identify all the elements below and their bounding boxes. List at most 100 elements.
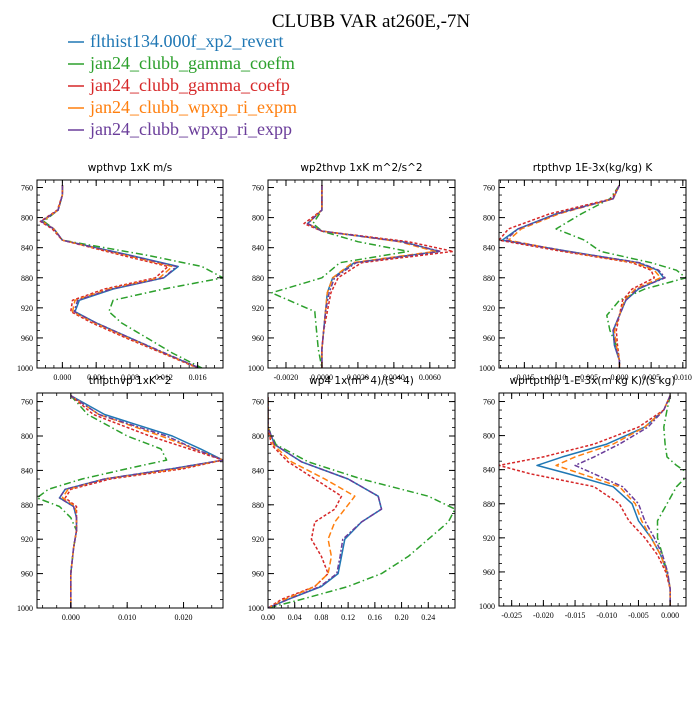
- series-line-0-0: [40, 185, 200, 368]
- legend-entry-0: flthist134.000f_xp2_revert: [90, 31, 283, 51]
- y-tick-label: 1000: [248, 604, 264, 613]
- x-tick-label: 0.000: [661, 611, 679, 620]
- y-tick-label: 840: [252, 466, 264, 475]
- series-line-5-3: [555, 395, 671, 606]
- y-tick-label: 840: [483, 244, 495, 253]
- series-line-2-0: [501, 184, 665, 368]
- x-tick-label: -0.015: [514, 373, 535, 382]
- y-tick-label: 800: [483, 214, 495, 223]
- y-tick-label: 880: [483, 274, 495, 283]
- x-tick-label: -0.0020: [274, 373, 299, 382]
- panel-frame-1: [267, 179, 456, 369]
- series-line-1-2: [303, 185, 454, 368]
- x-tick-label: 0.010: [118, 613, 136, 622]
- x-tick-label: 0.004: [87, 373, 105, 382]
- y-tick-label: 880: [252, 501, 264, 510]
- x-tick-label: 0.020: [175, 613, 193, 622]
- series-group-1: [270, 185, 454, 368]
- y-tick-label: 920: [483, 534, 495, 543]
- legend: flthist134.000f_xp2_revertjan24_clubb_ga…: [68, 31, 297, 139]
- x-tick-label: -0.025: [501, 611, 522, 620]
- y-tick-label: 760: [252, 184, 264, 193]
- x-tick-label: 0.12: [341, 613, 355, 622]
- panel-frame-0: [36, 179, 224, 369]
- y-tick-label: 1000: [479, 364, 495, 373]
- series-line-3-4: [58, 394, 223, 608]
- series-line-0-2: [39, 185, 198, 368]
- panel-2: rtpthvp 1E-3x(kg/kg) K -0.015 -0.010 -0.005…: [479, 162, 692, 382]
- x-tick-label: 0.012: [155, 373, 173, 382]
- series-group-3: [37, 394, 223, 608]
- panel-title-2: rtpthvp 1E-3x(kg/kg) K: [533, 162, 654, 174]
- x-tick-label: 0.010: [674, 373, 692, 382]
- panel-title-5: wprtpthlp 1-E-3x(m kg K)/(s kg): [510, 375, 676, 387]
- y-tick-label: 920: [21, 304, 33, 313]
- series-line-1-1: [270, 185, 410, 368]
- y-tick-label: 960: [21, 334, 33, 343]
- series-line-1-4: [306, 185, 442, 368]
- y-tick-label: 800: [21, 432, 33, 441]
- panel-title-4: wp4 1x(m^4)/(s^4): [309, 375, 414, 387]
- y-tick-label: 840: [483, 466, 495, 475]
- y-tick-label: 1000: [17, 364, 33, 373]
- panel-frame-5: [498, 392, 687, 607]
- series-line-2-3: [507, 184, 662, 368]
- y-tick-label: 880: [21, 501, 33, 510]
- x-tick-label: 0.005: [642, 373, 660, 382]
- legend-entry-2: jan24_clubb_gamma_coefp: [89, 75, 290, 95]
- series-line-4-4: [268, 397, 383, 608]
- y-tick-label: 880: [483, 500, 495, 509]
- y-tick-label: 960: [483, 334, 495, 343]
- series-line-1-3: [306, 185, 436, 368]
- x-tick-label: 0.008: [121, 373, 139, 382]
- y-tick-label: 840: [252, 244, 264, 253]
- x-tick-label: 0.0020: [347, 373, 369, 382]
- y-tick-label: 880: [252, 274, 264, 283]
- series-line-4-2: [268, 397, 343, 608]
- series-line-0-3: [41, 185, 199, 368]
- panel-title-0: wpthvp 1xK m/s: [88, 162, 173, 174]
- panel-frame-2: [498, 179, 687, 369]
- x-tick-label: 0.000: [610, 373, 628, 382]
- y-tick-label: 960: [21, 570, 33, 579]
- series-line-5-2: [499, 395, 671, 606]
- y-tick-label: 1000: [479, 602, 495, 611]
- x-tick-label: 0.0060: [419, 373, 441, 382]
- series-line-1-0: [306, 185, 440, 368]
- x-tick-label: 0.016: [189, 373, 207, 382]
- series-line-4-3: [268, 397, 356, 608]
- x-tick-label: -0.010: [546, 373, 567, 382]
- series-group-4: [268, 397, 455, 608]
- x-tick-label: 0.000: [62, 613, 80, 622]
- x-tick-label: 0.20: [395, 613, 409, 622]
- panel-1: wp2thvp 1xK m^2/s^2 -0.0020 0.0000 0.0020 0.…: [248, 162, 456, 382]
- x-tick-label: 0.04: [288, 613, 302, 622]
- series-line-2-2: [499, 184, 656, 368]
- y-tick-label: 880: [21, 274, 33, 283]
- y-tick-label: 760: [21, 184, 33, 193]
- series-line-2-1: [555, 184, 686, 368]
- y-tick-label: 800: [252, 214, 264, 223]
- y-tick-label: 1000: [248, 364, 264, 373]
- x-tick-label: -0.005: [628, 611, 649, 620]
- y-tick-label: 760: [21, 398, 33, 407]
- y-tick-label: 760: [483, 184, 495, 193]
- panel-4: wp4 1x(m^4)/(s^4) 0.00 0.04 0.08 0.12 0.16 0.2…: [248, 375, 456, 622]
- y-tick-label: 760: [483, 398, 495, 407]
- panel-frame-4: [267, 392, 456, 609]
- y-tick-label: 800: [21, 214, 33, 223]
- panel-title-3: thlpthvp 1xK^2: [89, 375, 172, 387]
- figure-title: CLUBB VAR at260E,-7N: [272, 11, 471, 32]
- series-line-5-0: [536, 395, 671, 606]
- panel-3: thlpthvp 1xK^2 0.000 0.010 0.020 760 800 840 88…: [17, 375, 224, 622]
- y-tick-label: 920: [21, 535, 33, 544]
- x-tick-label: 0.0040: [383, 373, 405, 382]
- x-tick-label: 0.08: [314, 613, 328, 622]
- y-tick-label: 960: [252, 570, 264, 579]
- series-group-0: [39, 185, 223, 368]
- legend-entry-1: jan24_clubb_gamma_coefm: [89, 53, 295, 73]
- series-line-5-4: [574, 395, 671, 606]
- series-group-5: [499, 395, 686, 606]
